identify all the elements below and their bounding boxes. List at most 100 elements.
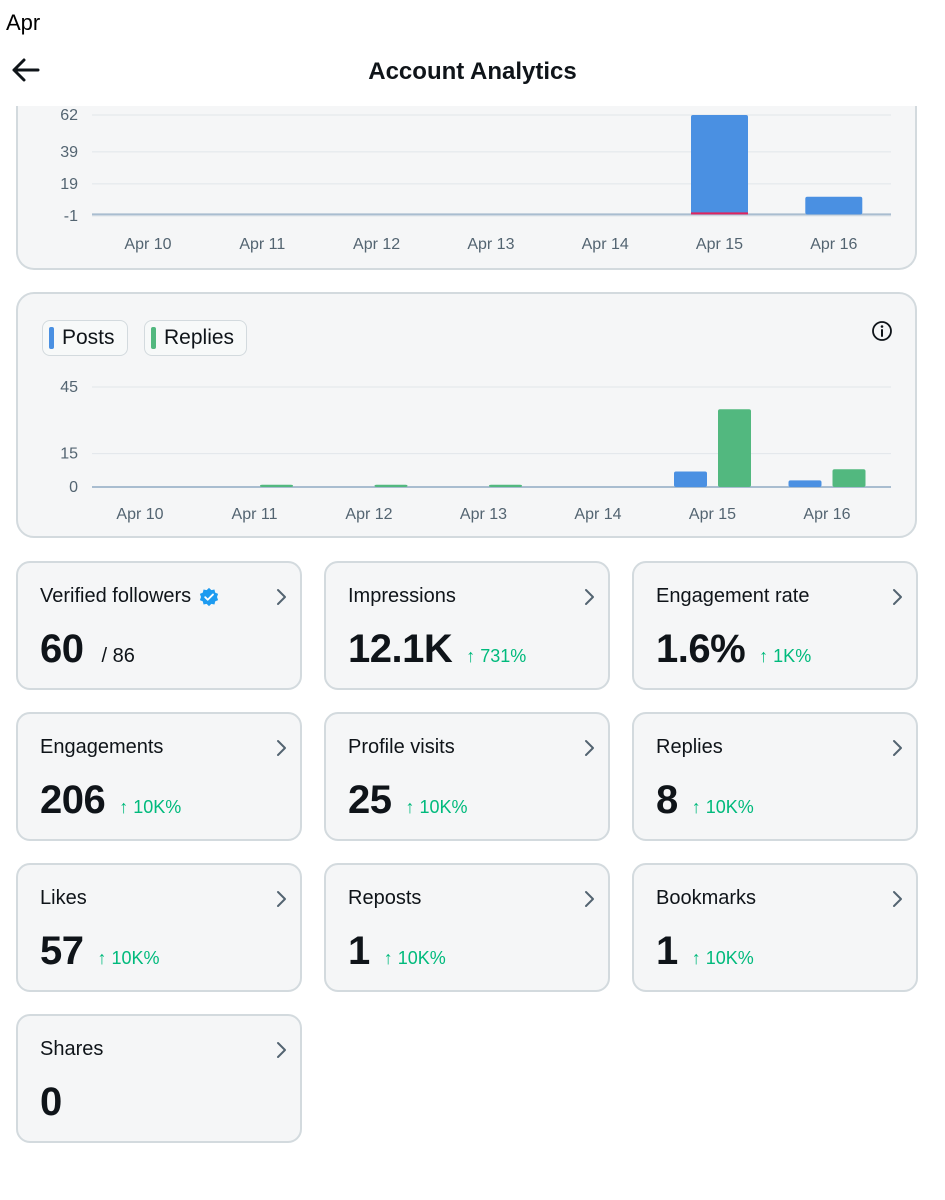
stat-value-row: 12.1K ↑ 731% bbox=[348, 627, 526, 672]
stat-delta: ↑ 10K% bbox=[691, 797, 754, 817]
page-title: Account Analytics bbox=[368, 58, 577, 85]
y-tick-label: 0 bbox=[69, 479, 78, 496]
stat-card-shares[interactable]: Shares 0 bbox=[16, 1014, 302, 1143]
stat-value: 25 bbox=[348, 778, 392, 822]
bar-replies bbox=[374, 484, 408, 487]
stat-value: 60 bbox=[40, 627, 84, 671]
y-tick-label: 62 bbox=[60, 107, 78, 124]
stat-value-row: 1 ↑ 10K% bbox=[656, 929, 754, 974]
impressions-chart-card: 62 39 19 -1 Apr 10 Apr 11 Apr 12 Apr 13 Apr 14 Ap… bbox=[16, 80, 917, 270]
chevron-right-icon bbox=[893, 589, 902, 605]
stat-value: 8 bbox=[656, 778, 678, 822]
stat-label: Engagements bbox=[40, 736, 164, 758]
x-tick-label: Apr 10 bbox=[124, 236, 171, 253]
stat-label: Reposts bbox=[348, 887, 422, 909]
stat-delta: ↑ 731% bbox=[466, 646, 527, 666]
stat-delta: ↑ 10K% bbox=[405, 797, 468, 817]
stat-card-reposts[interactable]: Reposts 1 ↑ 10K% bbox=[324, 863, 610, 992]
stat-card-replies[interactable]: Replies 8 ↑ 10K% bbox=[632, 712, 918, 841]
impressions-bar-chart: 62 39 19 -1 Apr 10 Apr 11 Apr 12 Apr 13 Apr 14 Ap… bbox=[60, 107, 891, 253]
bar-posts bbox=[691, 115, 748, 215]
stat-card-engagements[interactable]: Engagements 206 ↑ 10K% bbox=[16, 712, 302, 841]
legend-posts-label: Posts bbox=[62, 326, 115, 349]
x-tick-label: Apr 10 bbox=[116, 506, 163, 523]
chevron-right-icon bbox=[277, 891, 286, 907]
stat-value-row: 1 ↑ 10K% bbox=[348, 929, 446, 974]
bar-posts bbox=[674, 471, 707, 487]
stat-label: Engagement rate bbox=[656, 585, 810, 607]
bar-replies bbox=[718, 409, 751, 487]
posts-replies-bar-chart: 45 15 0 Apr 10 Apr 11 Apr 12 Apr 13 Apr 14 Apr 1… bbox=[60, 379, 891, 523]
legend-posts[interactable]: Posts bbox=[42, 320, 128, 356]
back-arrow-icon[interactable] bbox=[10, 56, 42, 84]
stat-value: 1 bbox=[656, 929, 678, 973]
posts-replies-chart-card: Posts Replies 45 15 0 Apr 10 Apr 11 Apr 12 Apr… bbox=[16, 292, 917, 538]
bar-replies bbox=[489, 484, 522, 487]
chevron-right-icon bbox=[893, 891, 902, 907]
x-tick-label: Apr 15 bbox=[689, 506, 736, 523]
stat-value-row: 8 ↑ 10K% bbox=[656, 778, 754, 823]
stat-card-verified-followers[interactable]: Verified followers 60 / 86 bbox=[16, 561, 302, 690]
chevron-right-icon bbox=[277, 740, 286, 756]
stat-delta: ↑ 10K% bbox=[119, 797, 182, 817]
stat-card-profile-visits[interactable]: Profile visits 25 ↑ 10K% bbox=[324, 712, 610, 841]
stat-value: 1 bbox=[348, 929, 370, 973]
x-tick-label: Apr 12 bbox=[353, 236, 400, 253]
stat-value-row: 0 bbox=[40, 1080, 62, 1125]
x-tick-label: Apr 16 bbox=[810, 236, 857, 253]
stat-delta: ↑ 10K% bbox=[691, 948, 754, 968]
stat-value: 57 bbox=[40, 929, 84, 973]
stat-card-likes[interactable]: Likes 57 ↑ 10K% bbox=[16, 863, 302, 992]
stat-card-engagement-rate[interactable]: Engagement rate 1.6% ↑ 1K% bbox=[632, 561, 918, 690]
x-tick-label: Apr 16 bbox=[803, 506, 850, 523]
replies-swatch bbox=[151, 327, 156, 349]
stat-label: Impressions bbox=[348, 585, 456, 607]
status-bar-text: Apr bbox=[6, 10, 41, 35]
x-tick-label: Apr 14 bbox=[574, 506, 621, 523]
bar-posts bbox=[805, 196, 863, 215]
x-tick-label: Apr 15 bbox=[696, 236, 743, 253]
stat-delta: ↑ 1K% bbox=[759, 646, 812, 666]
bar-replies bbox=[260, 484, 293, 487]
x-tick-label: Apr 11 bbox=[232, 506, 278, 523]
stat-card-impressions[interactable]: Impressions 12.1K ↑ 731% bbox=[324, 561, 610, 690]
stat-value-row: 25 ↑ 10K% bbox=[348, 778, 468, 823]
y-tick-label: -1 bbox=[64, 208, 78, 225]
bar-baseline-marker bbox=[691, 212, 748, 215]
chevron-right-icon bbox=[277, 589, 286, 605]
x-tick-label: Apr 14 bbox=[582, 236, 629, 253]
chevron-right-icon bbox=[585, 589, 594, 605]
x-tick-label: Apr 12 bbox=[345, 506, 392, 523]
stat-label: Shares bbox=[40, 1038, 104, 1060]
stat-label: Profile visits bbox=[348, 736, 455, 758]
info-icon[interactable] bbox=[871, 320, 893, 342]
x-tick-label: Apr 13 bbox=[460, 506, 507, 523]
stat-value: 1.6% bbox=[656, 627, 746, 671]
legend-replies-label: Replies bbox=[164, 326, 235, 349]
chevron-right-icon bbox=[585, 891, 594, 907]
stat-value-row: 206 ↑ 10K% bbox=[40, 778, 181, 823]
stat-value: 0 bbox=[40, 1080, 62, 1124]
stat-label: Verified followers bbox=[40, 585, 192, 607]
stat-value-row: 1.6% ↑ 1K% bbox=[656, 627, 811, 672]
stat-value-row: 60 / 86 bbox=[40, 627, 135, 672]
stat-card-bookmarks[interactable]: Bookmarks 1 ↑ 10K% bbox=[632, 863, 918, 992]
y-tick-label: 39 bbox=[60, 144, 78, 161]
verified-badge-icon bbox=[200, 587, 219, 606]
app-header: Account Analytics bbox=[0, 36, 945, 106]
bar-posts bbox=[788, 480, 822, 487]
posts-swatch bbox=[49, 327, 54, 349]
y-tick-label: 19 bbox=[60, 176, 78, 193]
x-tick-label: Apr 13 bbox=[467, 236, 514, 253]
y-tick-label: 45 bbox=[60, 379, 78, 396]
chevron-right-icon bbox=[893, 740, 902, 756]
stat-sub: / 86 bbox=[101, 645, 135, 667]
stat-label-wrap: Verified followers bbox=[40, 585, 219, 608]
stat-value-row: 57 ↑ 10K% bbox=[40, 929, 160, 974]
stat-value: 206 bbox=[40, 778, 106, 822]
stat-label: Replies bbox=[656, 736, 723, 758]
chevron-right-icon bbox=[277, 1042, 286, 1058]
stat-value: 12.1K bbox=[348, 627, 453, 671]
legend-replies[interactable]: Replies bbox=[144, 320, 248, 356]
stat-label: Likes bbox=[40, 887, 87, 909]
